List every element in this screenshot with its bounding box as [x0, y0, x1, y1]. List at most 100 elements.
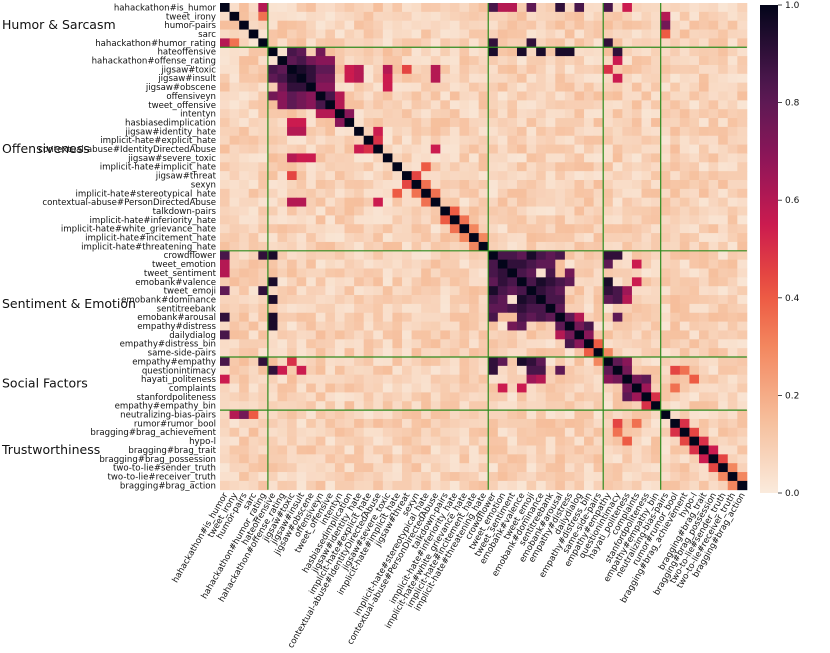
heatmap-cell [354, 118, 365, 128]
heatmap-cell [402, 392, 412, 402]
heatmap-cell [220, 330, 230, 340]
heatmap-cell [488, 312, 499, 322]
heatmap-cell [411, 445, 422, 455]
heatmap-cell [641, 277, 652, 287]
heatmap-cell [737, 171, 748, 181]
heatmap-cell [660, 277, 671, 287]
heatmap-cell [411, 436, 422, 446]
heatmap-cell [287, 286, 298, 296]
heatmap-cell [641, 64, 652, 75]
heatmap-cell [488, 100, 499, 110]
heatmap-cell [344, 383, 355, 393]
row-label: emobank#dominance [121, 295, 216, 305]
heatmap-cell [229, 383, 240, 393]
heatmap-cell [421, 445, 432, 455]
heatmap-cell [392, 126, 403, 137]
heatmap-cell [737, 480, 748, 491]
heatmap-cell [631, 277, 642, 287]
heatmap-cell [574, 348, 585, 358]
heatmap-cell [612, 312, 623, 322]
heatmap-cell [727, 241, 738, 252]
heatmap-cell [296, 383, 307, 393]
heatmap-cell [679, 29, 690, 39]
heatmap-cell [612, 126, 623, 137]
heatmap-cell [737, 321, 748, 331]
heatmap-cell [363, 224, 374, 234]
heatmap-cell [545, 38, 556, 48]
heatmap-cell [373, 277, 384, 287]
heatmap-cell [718, 29, 729, 39]
heatmap-cell [363, 188, 374, 199]
heatmap-cell [459, 330, 470, 340]
heatmap-cell [622, 206, 633, 216]
heatmap-cell [670, 303, 681, 314]
heatmap-cell [421, 348, 432, 358]
heatmap-cell [689, 82, 700, 92]
heatmap-cell [593, 480, 604, 491]
heatmap-cell [354, 11, 365, 22]
row-label: tweet_emoji [164, 287, 216, 297]
heatmap-cell [229, 454, 240, 464]
heatmap-cell [334, 188, 345, 199]
heatmap-cell [306, 233, 317, 243]
heatmap-cell [708, 153, 719, 163]
heatmap-cell [239, 56, 250, 66]
heatmap-cell [248, 162, 259, 172]
heatmap-cell [488, 427, 499, 438]
heatmap-cell [689, 286, 700, 296]
heatmap-cell [220, 144, 230, 154]
heatmap-cell [651, 410, 662, 420]
heatmap-cell [593, 126, 604, 137]
heatmap-cell [593, 11, 604, 22]
heatmap-cell [612, 56, 623, 66]
heatmap-cell [622, 233, 633, 243]
heatmap-cell [670, 180, 681, 190]
heatmap-cell [430, 472, 441, 482]
heatmap-cell [507, 162, 518, 172]
heatmap-cell [392, 3, 403, 13]
heatmap-cell [507, 374, 518, 384]
heatmap-cell [402, 153, 412, 163]
heatmap-cell [402, 56, 412, 66]
heatmap-cell [727, 365, 738, 376]
heatmap-cell [651, 135, 662, 145]
heatmap-cell [421, 250, 432, 261]
heatmap-cell [555, 357, 566, 367]
heatmap-cell [325, 463, 336, 473]
heatmap-cell [603, 126, 614, 137]
heatmap-cell [689, 29, 700, 39]
heatmap-cell [392, 445, 403, 455]
heatmap-cell [679, 233, 690, 243]
heatmap-cell [421, 144, 432, 154]
heatmap-cell [584, 100, 595, 110]
heatmap-cell [344, 480, 355, 491]
heatmap-cell [459, 126, 470, 137]
heatmap-cell [402, 259, 412, 269]
heatmap-cell [651, 357, 662, 367]
heatmap-cell [727, 463, 738, 473]
heatmap-cell [516, 126, 527, 137]
heatmap-cell [526, 365, 537, 376]
heatmap-cell [737, 365, 748, 376]
heatmap-cell [593, 29, 604, 39]
heatmap-cell [325, 118, 336, 128]
heatmap-cell [526, 126, 537, 137]
heatmap-cell [354, 303, 365, 314]
heatmap-cell [718, 277, 729, 287]
heatmap-cell [229, 418, 240, 429]
heatmap-cell [373, 11, 384, 22]
heatmap-cell [660, 180, 671, 190]
heatmap-cell [229, 330, 240, 340]
heatmap-cell [593, 454, 604, 464]
heatmap-cell [382, 180, 393, 190]
heatmap-cell [354, 135, 365, 145]
heatmap-cell [507, 82, 518, 92]
heatmap-cell [670, 330, 681, 340]
heatmap-cell [497, 365, 508, 376]
heatmap-cell [306, 312, 317, 322]
heatmap-cell [631, 47, 642, 57]
heatmap-cell [411, 241, 422, 252]
heatmap-cell [536, 277, 547, 287]
heatmap-cell [354, 427, 365, 438]
heatmap-cell [354, 392, 365, 402]
